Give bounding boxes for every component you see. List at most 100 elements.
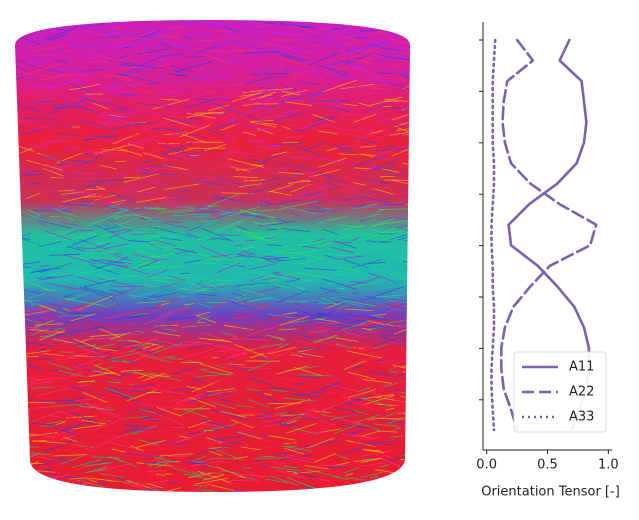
x-tick-label: 1.0 bbox=[598, 458, 619, 473]
fiber bbox=[402, 465, 427, 474]
fiber bbox=[345, 487, 371, 491]
fiber bbox=[404, 17, 419, 21]
fiber bbox=[408, 360, 436, 361]
fiber bbox=[405, 389, 435, 397]
fiber bbox=[32, 477, 50, 484]
fiber bbox=[411, 477, 436, 487]
fiber bbox=[90, 489, 113, 493]
fiber bbox=[410, 264, 431, 271]
fiber bbox=[403, 402, 438, 414]
fiber bbox=[69, 13, 94, 23]
fiber bbox=[410, 65, 444, 72]
fiber bbox=[411, 60, 421, 63]
fiber bbox=[405, 24, 426, 32]
fiber bbox=[408, 390, 439, 393]
fiber bbox=[110, 21, 120, 22]
fiber bbox=[345, 482, 355, 483]
fiber bbox=[152, 10, 165, 15]
fiber bbox=[265, 12, 288, 17]
fiber bbox=[414, 171, 439, 179]
fiber bbox=[409, 238, 441, 249]
fiber bbox=[405, 369, 434, 373]
fiber bbox=[170, 17, 192, 18]
fiber bbox=[409, 356, 446, 360]
fiber bbox=[370, 21, 382, 23]
fiber bbox=[388, 27, 411, 33]
fiber bbox=[242, 171, 272, 172]
fiber bbox=[15, 476, 27, 477]
fiber bbox=[384, 474, 420, 484]
fiber bbox=[415, 140, 446, 151]
fiber bbox=[411, 389, 431, 390]
fiber bbox=[414, 484, 423, 485]
fiber bbox=[12, 21, 25, 23]
fiber bbox=[256, 10, 290, 17]
fiber bbox=[415, 140, 442, 142]
fiber bbox=[403, 432, 438, 437]
fiber bbox=[411, 436, 442, 444]
fiber bbox=[414, 111, 429, 114]
fiber bbox=[408, 151, 419, 153]
fiber bbox=[404, 233, 440, 237]
x-tick-label: 0.5 bbox=[537, 458, 558, 473]
fiber bbox=[310, 101, 343, 102]
fiber bbox=[406, 263, 426, 268]
fiber bbox=[381, 22, 408, 33]
fiber bbox=[342, 18, 353, 22]
fiber bbox=[297, 15, 330, 18]
fiber bbox=[381, 477, 390, 479]
fiber bbox=[22, 478, 44, 481]
fiber bbox=[64, 17, 90, 20]
fiber bbox=[123, 11, 148, 17]
fiber bbox=[54, 482, 70, 483]
fiber bbox=[51, 15, 64, 17]
fiber bbox=[390, 483, 399, 484]
fiber bbox=[414, 300, 425, 303]
fiber bbox=[398, 471, 428, 472]
fiber bbox=[409, 293, 442, 301]
fiber bbox=[394, 15, 430, 27]
fiber bbox=[73, 14, 96, 18]
fiber bbox=[49, 12, 82, 17]
fiber-cylinder-image bbox=[0, 0, 447, 507]
fiber bbox=[27, 29, 36, 32]
fiber bbox=[56, 485, 78, 489]
fiber bbox=[408, 247, 427, 253]
fiber bbox=[403, 339, 425, 342]
fiber bbox=[24, 477, 35, 482]
fiber bbox=[179, 443, 188, 444]
fiber bbox=[403, 476, 427, 484]
fiber bbox=[356, 489, 364, 491]
fiber bbox=[111, 286, 146, 287]
fiber bbox=[230, 494, 241, 499]
fiber bbox=[410, 230, 422, 232]
fiber bbox=[409, 174, 446, 175]
legend-label: A33 bbox=[569, 410, 594, 425]
fiber bbox=[28, 8, 53, 16]
fiber bbox=[11, 415, 22, 418]
fiber bbox=[50, 481, 71, 486]
fiber bbox=[409, 404, 430, 405]
fiber bbox=[136, 10, 163, 16]
fiber bbox=[306, 16, 336, 17]
fiber bbox=[329, 487, 338, 490]
fiber bbox=[346, 494, 382, 504]
fiber bbox=[415, 403, 447, 407]
fiber bbox=[136, 409, 153, 410]
fiber bbox=[384, 204, 405, 205]
fiber bbox=[406, 292, 416, 296]
fiber bbox=[73, 488, 84, 492]
fiber bbox=[11, 324, 27, 327]
fiber bbox=[414, 250, 434, 252]
fiber bbox=[28, 491, 59, 499]
fiber bbox=[413, 207, 435, 210]
fiber bbox=[222, 19, 232, 20]
fiber bbox=[413, 276, 441, 287]
fiber bbox=[336, 22, 345, 23]
fiber bbox=[57, 21, 87, 26]
fiber bbox=[219, 402, 231, 403]
fiber bbox=[21, 480, 50, 487]
fiber bbox=[17, 352, 27, 354]
fiber bbox=[403, 348, 429, 356]
fiber bbox=[156, 15, 177, 18]
